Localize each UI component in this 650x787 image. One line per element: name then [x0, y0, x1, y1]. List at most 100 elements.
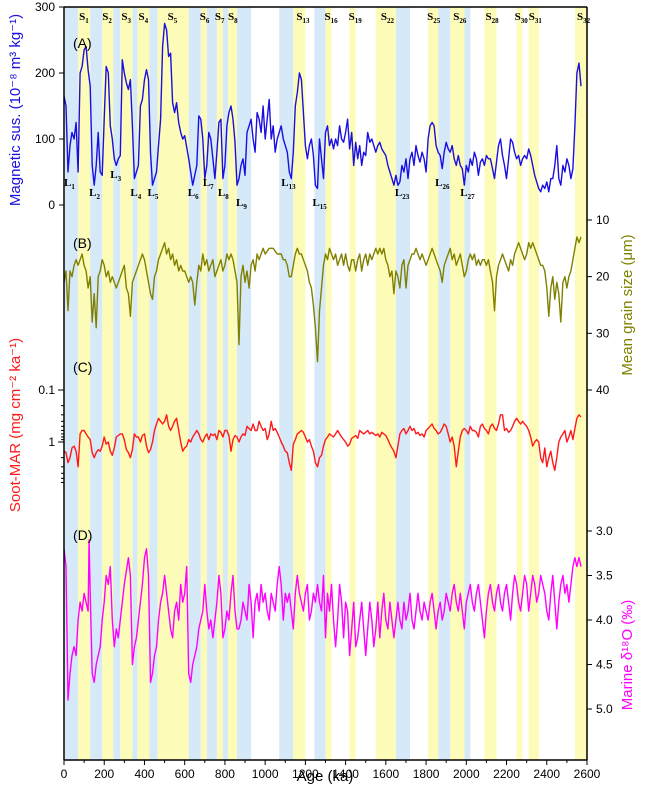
soil-label-4: S4: [138, 11, 148, 25]
loess-band: [438, 7, 451, 760]
soil-label-26: S26: [453, 11, 467, 25]
loess-label-9: L9: [236, 197, 247, 211]
x-tick-label: 400: [134, 767, 154, 781]
soil-label-8: S8: [228, 11, 238, 25]
y-tick-label-grain: 10: [596, 213, 610, 227]
x-tick-label: 200: [94, 767, 114, 781]
series-line-a: [63, 22, 582, 193]
y-tick-label-grain: 20: [596, 270, 610, 284]
loess-label-1: L1: [64, 177, 75, 191]
x-axis-title: Age (ka): [297, 768, 354, 785]
loess-band: [188, 7, 201, 760]
series-lines: [63, 22, 582, 701]
paleosol-band: [428, 7, 439, 760]
soil-label-13: S13: [296, 11, 310, 25]
paleosol-band: [528, 7, 539, 760]
loess-label-13: L13: [281, 177, 296, 191]
soil-label-25: S25: [427, 11, 441, 25]
loess-band: [395, 7, 410, 760]
paleosol-band: [375, 7, 396, 760]
y-tick-label-d18o: 4.5: [596, 658, 613, 672]
x-tick-label: 2600: [574, 767, 601, 781]
y-tick-label-d18o: 4.0: [596, 613, 613, 627]
loess-label-3: L3: [110, 169, 121, 183]
x-tick-label: 600: [175, 767, 195, 781]
paleosol-band: [227, 7, 237, 760]
loess-label-15: L15: [312, 197, 327, 211]
loess-band: [206, 7, 217, 760]
loess-label-7: L7: [203, 177, 214, 191]
y-axis-title-magnetic-sus: Magnetic sus. (10⁻⁸ m³ kg⁻¹): [7, 14, 24, 206]
soil-label-22: S22: [381, 11, 395, 25]
loess-label-8: L8: [218, 187, 229, 201]
soil-label-2: S2: [102, 11, 112, 25]
panel-label-d: (D): [73, 527, 92, 543]
paleosol-band: [200, 7, 207, 760]
paleosol-band: [349, 7, 356, 760]
paleosol-band: [325, 7, 332, 760]
series-line-b: [63, 236, 582, 363]
y-axis-title-grain-size: Mean grain size (μm): [619, 234, 636, 375]
loess-band: [65, 7, 79, 760]
soil-label-1: S1: [79, 11, 89, 25]
loess-band: [464, 7, 471, 760]
soil-label-31: S31: [529, 11, 543, 25]
soil-label-30: S30: [515, 11, 529, 25]
y-tick-label-magnetic: 100: [35, 132, 55, 146]
loess-band: [113, 7, 121, 760]
loess-band: [222, 7, 228, 760]
axes: 0 200 400 600 800 1000 1200 1400 1600 1800 2000 220…: [35, 0, 613, 781]
x-tick-label: 0: [61, 767, 68, 781]
loess-label-5: L5: [148, 187, 159, 201]
y-tick-label-magnetic: 200: [35, 66, 55, 80]
soil-label-3: S3: [121, 11, 131, 25]
paleosol-band: [120, 7, 133, 760]
paleosol-band: [137, 7, 150, 760]
panel-label-b: (B): [73, 235, 92, 251]
soil-label-28: S28: [485, 11, 499, 25]
loess-band: [236, 7, 252, 760]
soil-label-16: S16: [325, 11, 339, 25]
y-tick-label-d18o: 3.0: [596, 524, 613, 538]
loess-label-23: L23: [395, 187, 410, 201]
series-line-c: [63, 414, 582, 471]
loess-label-2: L2: [89, 187, 100, 201]
y-tick-label-soot: 1: [48, 435, 55, 449]
y-tick-label-magnetic: 300: [35, 0, 55, 14]
loess-band: [279, 7, 294, 760]
loess-label-26: L26: [435, 177, 450, 191]
stratigraphy-bands: [65, 7, 587, 760]
x-tick-label: 2000: [453, 767, 480, 781]
loess-label-27: L27: [460, 187, 475, 201]
y-tick-label-soot: 0.1: [38, 383, 55, 397]
stratigraphy-labels: S1 S2 S3 S4 S5 S6 S7 S8 S13 S16 S19 S22 S25 S26 S28 S30…: [64, 11, 591, 211]
y-tick-label-magnetic: 0: [48, 198, 55, 212]
loess-band: [90, 7, 103, 760]
y-axis-title-soot-mar: Soot-MAR (mg cm⁻² ka⁻¹): [7, 338, 24, 512]
x-tick-label: 1800: [413, 767, 440, 781]
loess-band: [314, 7, 326, 760]
paleosol-band: [157, 7, 189, 760]
panel-label-a: (A): [73, 35, 92, 51]
paleosol-band: [78, 7, 91, 760]
y-tick-label-grain: 30: [596, 326, 610, 340]
soil-label-6: S6: [200, 11, 210, 25]
series-line-d: [63, 539, 582, 701]
y-tick-label-grain: 40: [596, 383, 610, 397]
paleosol-band: [574, 7, 587, 760]
soil-label-7: S7: [215, 11, 225, 25]
paleosol-band: [293, 7, 306, 760]
x-tick-label: 1600: [372, 767, 399, 781]
panel-label-c: (C): [73, 359, 92, 375]
paleosol-band: [450, 7, 465, 760]
x-tick-label: 2400: [533, 767, 560, 781]
loess-label-6: L6: [188, 187, 199, 201]
soil-label-19: S19: [349, 11, 363, 25]
y-axis-title-marine-d18o: Marine δ¹⁸O (‰): [619, 600, 636, 711]
x-tick-label: 800: [215, 767, 235, 781]
x-tick-label: 2200: [493, 767, 520, 781]
loess-band: [149, 7, 158, 760]
y-tick-label-d18o: 5.0: [596, 702, 613, 716]
y-tick-label-d18o: 3.5: [596, 569, 613, 583]
